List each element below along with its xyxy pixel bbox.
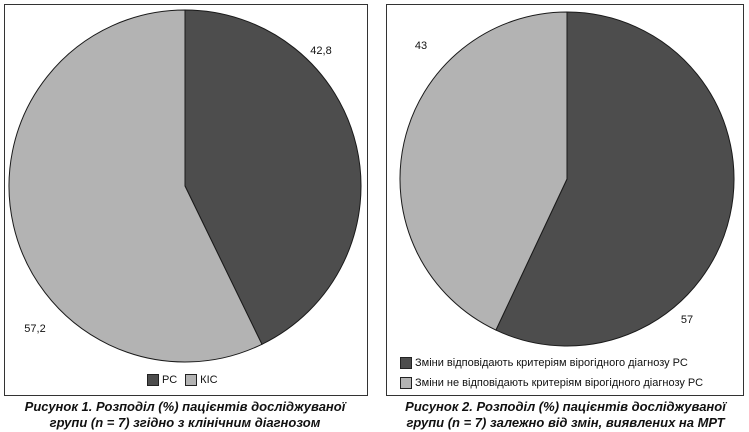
caption-2-line-2: групи (n = 7) залежно від змін, виявлени… <box>406 415 725 430</box>
slice-value-label-criteria-not-met: 43 <box>415 40 427 52</box>
legend-swatch-rs <box>147 374 159 386</box>
pie-slice-rs <box>184 9 362 345</box>
pie-slice-kis <box>8 9 263 363</box>
chart-panel-1: 42,8 57,2 РС КІС <box>4 4 368 396</box>
legend-2-item-1: Зміни відповідають критеріям вірогідного… <box>400 357 688 369</box>
caption-1-line-1: Рисунок 1. Розподіл (%) пацієнтів дослід… <box>24 399 346 414</box>
legend-label-rs: РС <box>162 374 178 386</box>
pie-chart-1: 42,8 57,2 <box>8 9 362 363</box>
slice-value-label-criteria-met: 57 <box>681 314 693 326</box>
legend-2-item-2: Зміни не відповідають критеріям вірогідн… <box>400 377 703 389</box>
slice-value-label-kis: 57,2 <box>24 323 45 335</box>
caption-1-line-2: групи (n = 7) згідно з клінічним діагноз… <box>49 415 321 430</box>
chart-panel-2: 57 43 Зміни відповідають критеріям вірогі… <box>386 4 744 396</box>
legend-label-kis: КІС <box>200 374 218 386</box>
legend-swatch-kis <box>185 374 198 386</box>
caption-2-line-1: Рисунок 2. Розподіл (%) пацієнтів дослід… <box>405 399 726 414</box>
legend-swatch-criteria-met <box>400 357 412 369</box>
slice-value-label-rs: 42,8 <box>310 45 331 57</box>
legend-1: РС КІС <box>147 374 218 386</box>
pie-slice-criteria-met <box>495 11 735 347</box>
legend-swatch-criteria-not-met <box>400 377 412 389</box>
legend-label-criteria-met: Зміни відповідають критеріям вірогідного… <box>415 357 688 369</box>
legend-label-criteria-not-met: Зміни не відповідають критеріям вірогідн… <box>415 377 704 389</box>
figure-caption-1: Рисунок 1. Розподіл (%) пацієнтів дослід… <box>0 399 370 431</box>
pie-slice-criteria-not-met <box>399 11 568 331</box>
figure-caption-2: Рисунок 2. Розподіл (%) пацієнтів дослід… <box>382 399 749 431</box>
pie-chart-2: 57 43 <box>399 11 735 347</box>
